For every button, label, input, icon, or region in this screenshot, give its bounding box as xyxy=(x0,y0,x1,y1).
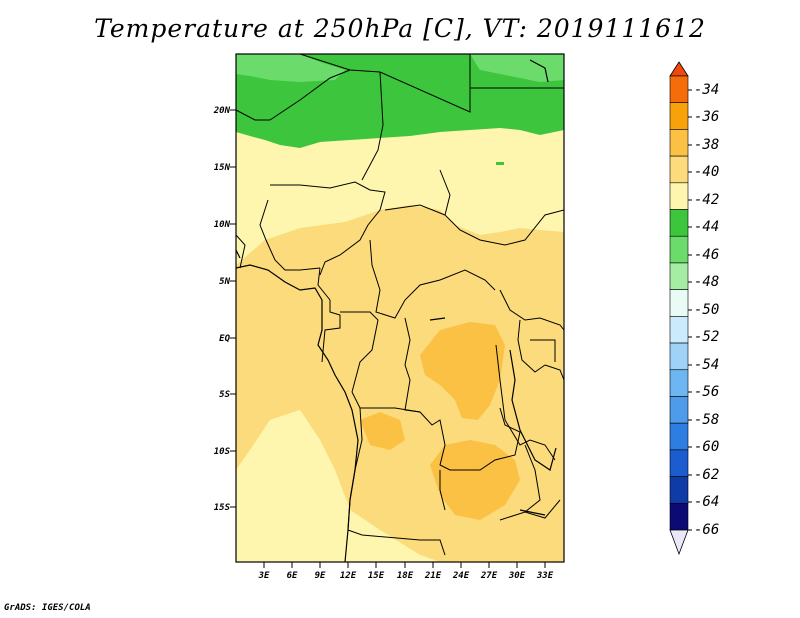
colorbar-swatch xyxy=(669,476,689,504)
field-band-38-west xyxy=(360,412,405,450)
colorbar-label: -64 xyxy=(694,494,719,510)
colorbar-swatch xyxy=(669,155,689,184)
colorbar-swatch xyxy=(669,75,689,104)
colorbar-swatch xyxy=(669,342,689,371)
lon-label: 24E xyxy=(452,571,470,581)
field-band-42-south xyxy=(236,410,440,562)
colorbar-label: -58 xyxy=(694,412,719,428)
colorbar-swatch xyxy=(669,502,689,531)
colorbar-swatch xyxy=(669,182,689,210)
colorbar-swatch xyxy=(669,262,689,290)
lon-label: 27E xyxy=(480,571,498,581)
map-title: Temperature at 250hPa [C], VT: 201911161… xyxy=(94,14,706,43)
colorbar-label: -42 xyxy=(694,192,719,208)
colorbar-segments xyxy=(669,75,692,531)
colorbar-swatch xyxy=(669,369,689,397)
colorbar-label: -50 xyxy=(694,302,719,318)
colorbar-label: -40 xyxy=(694,164,719,180)
lon-label: 6E xyxy=(287,571,298,581)
lon-label: 9E xyxy=(315,571,326,581)
field-band-46-east xyxy=(470,54,564,82)
colorbar-swatch xyxy=(669,102,689,130)
colorbar-label: -36 xyxy=(694,109,719,125)
map-plot-area xyxy=(236,54,564,562)
colorbar-swatch xyxy=(669,316,689,344)
coastline xyxy=(236,59,557,562)
colorbar: -34 -36 -38 -40 -42 -44 -46 -48 -50 -52 … xyxy=(669,61,719,556)
colorbar-swatch xyxy=(669,235,689,264)
lat-label: 10S xyxy=(214,447,231,457)
colorbar-label: -44 xyxy=(694,219,719,235)
lat-label: 5N xyxy=(219,277,230,287)
lat-label: 5S xyxy=(219,390,230,400)
colorbar-swatch xyxy=(669,396,689,424)
colorbar-label: -56 xyxy=(694,384,719,400)
field-speck-44 xyxy=(496,162,504,165)
lon-label: 33E xyxy=(536,571,554,581)
colorbar-label: -46 xyxy=(694,247,719,263)
field-band-38-central xyxy=(420,322,505,420)
colorbar-top-arrow xyxy=(669,61,689,77)
lon-label: 12E xyxy=(340,571,357,581)
colorbar-swatch xyxy=(669,422,689,451)
colorbar-swatch xyxy=(669,129,689,157)
lon-label: 18E xyxy=(397,571,414,581)
colorbar-label: -34 xyxy=(694,82,719,98)
colorbar-swatch xyxy=(669,449,689,477)
lon-label: 15E xyxy=(368,571,385,581)
lon-axis: 3E 6E 9E 12E 15E 18E 21E 24E 27E 30E 33E xyxy=(258,562,554,581)
colorbar-label: -52 xyxy=(694,329,719,345)
field-band-46-west xyxy=(236,54,345,82)
lat-axis: 20N 15N 10N 5N EQ 5S 10S 15S xyxy=(213,106,236,513)
colorbar-label: -54 xyxy=(694,357,719,373)
grads-credit: GrADS: IGES/COLA xyxy=(4,603,91,613)
colorbar-bottom-arrow xyxy=(669,529,689,556)
lat-label: 15S xyxy=(214,503,231,513)
colorbar-label: -48 xyxy=(694,274,719,290)
country-borders xyxy=(236,54,564,562)
colorbar-swatch xyxy=(669,289,689,317)
lon-label: 30E xyxy=(508,571,526,581)
map-frame xyxy=(235,53,565,563)
colorbar-label: -66 xyxy=(694,522,719,538)
colorbar-swatch xyxy=(669,209,689,237)
colorbar-label: -60 xyxy=(694,439,719,455)
field-band-38-south xyxy=(430,440,520,520)
lat-label: 20N xyxy=(213,106,231,116)
colorbar-label: -62 xyxy=(694,467,719,483)
colorbar-label: -38 xyxy=(694,137,719,153)
colorbar-labels: -34 -36 -38 -40 -42 -44 -46 -48 -50 -52 … xyxy=(694,82,719,538)
lat-label: 10N xyxy=(214,220,231,230)
lat-label: EQ xyxy=(219,334,230,344)
lon-label: 3E xyxy=(258,571,270,581)
lon-label: 21E xyxy=(424,571,442,581)
lat-label: 15N xyxy=(214,163,231,173)
